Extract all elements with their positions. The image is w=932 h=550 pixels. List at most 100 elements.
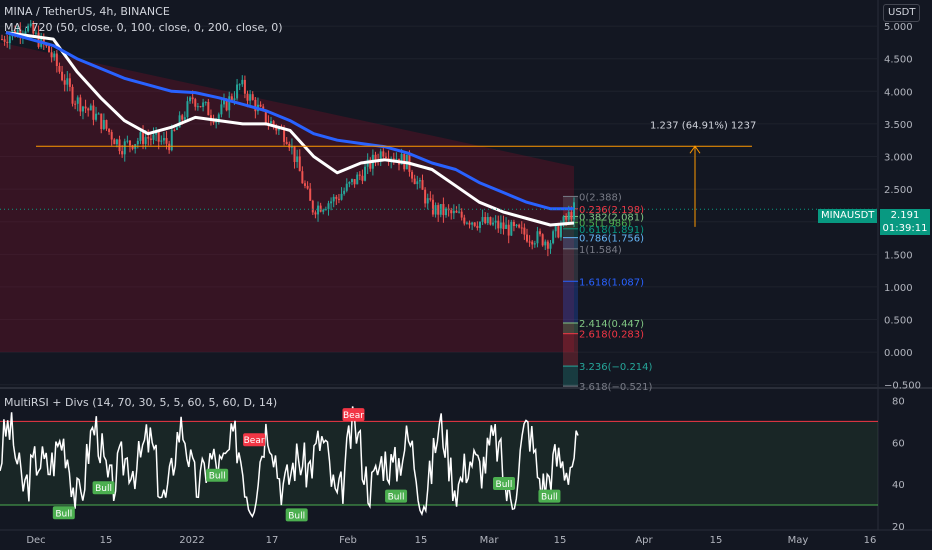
candle-body [113,139,116,145]
candle-body [497,220,500,229]
price-tick-label: −0.500 [884,381,921,392]
candle-body [340,193,343,200]
candle-body [528,241,531,243]
candle-body [505,224,508,229]
candle-body [79,97,82,112]
candle-body [207,102,210,116]
candle-body [55,53,58,66]
candle-body [246,93,249,101]
fib-zone [563,333,578,367]
time-tick-label: Dec [26,535,45,546]
candle-body [66,78,69,85]
symbol-badge: MINAUSDT [818,209,878,223]
fib-level-label: 0.618(1.891) [579,225,644,236]
candle-body [492,222,495,225]
rsi-tick-label: 20 [892,522,905,533]
candle-body [186,101,189,118]
candle-body [290,145,293,148]
candle-body [471,222,474,225]
candle-body [520,227,523,229]
fib-zone [563,281,578,323]
candle-body [102,120,105,130]
candle-body [554,226,557,232]
fib-level-label: 0(2.388) [579,192,622,203]
candle-body [424,189,427,204]
candle-body [473,222,476,226]
candle-body [126,140,129,142]
candle-body [142,132,145,144]
candle-body [254,99,257,112]
candle-body [243,79,246,94]
candle-body [272,121,275,126]
candle-body [92,105,95,120]
candle-body [34,32,37,34]
candle-body [518,224,521,228]
candle-body [53,53,56,58]
candle-body [330,201,333,204]
divergence-label: Bear [244,436,265,446]
candle-body [531,241,534,245]
price-tick-label: 0.500 [884,316,913,327]
candle-body [199,106,202,108]
candle-body [452,210,455,214]
candle-body [128,140,131,146]
candle-body [285,141,288,144]
candle-body [48,46,51,53]
candle-body [489,217,492,225]
divergence-label: Bull [288,511,305,521]
candle-body [3,39,6,42]
candle-body [194,99,197,107]
candle-body [319,205,322,212]
candle-body [241,79,244,85]
fib-level-label: 0.382(2.081) [579,212,644,223]
candle-body [476,225,479,228]
candle-body [97,113,100,115]
candle-body [499,222,502,229]
candle-body [567,212,570,220]
candle-body [27,25,30,32]
candle-body [324,209,327,211]
candle-body [523,227,526,235]
candle-body [6,41,9,44]
fib-level-label: 0.236(2.198) [579,205,644,216]
fib-zone [563,237,578,249]
time-tick-label: 15 [554,535,567,546]
candle-body [382,151,385,157]
candle-body [515,224,518,227]
current-price-value: 2.191 [890,210,920,221]
candle-body [136,140,139,145]
time-tick-label: May [788,535,809,546]
candle-body [335,196,338,199]
candle-body [536,231,539,244]
time-tick-label: 16 [864,535,877,546]
divergence-badge [52,506,75,520]
candle-body [123,141,126,155]
fib-level-label: 0.786(1.756) [579,234,644,245]
candle-body [81,106,84,112]
candle-body [400,153,403,165]
candle-body [100,113,103,130]
candle-body [74,103,77,105]
candle-body [298,156,301,172]
currency-button[interactable]: USDT [883,4,921,22]
candle-body [337,198,340,200]
candle-body [348,182,351,184]
ma-legend: MA · 720 (50, close, 0, 100, close, 0, 2… [4,21,283,34]
candle-body [573,202,575,220]
candle-body [108,128,111,133]
candle-body [251,94,254,100]
price-tick-label: 4.500 [884,55,913,66]
candle-body [434,205,437,215]
candle-body [384,156,387,159]
candle-body [144,137,147,144]
candle-body [374,154,377,160]
candle-body [170,129,173,151]
candle-body [353,179,356,185]
divergence-label: Bull [541,493,558,503]
candle-body [191,97,194,100]
candle-body [552,231,555,244]
fib-zone [563,196,578,209]
time-tick-label: Feb [339,535,357,546]
candle-body [71,86,74,104]
